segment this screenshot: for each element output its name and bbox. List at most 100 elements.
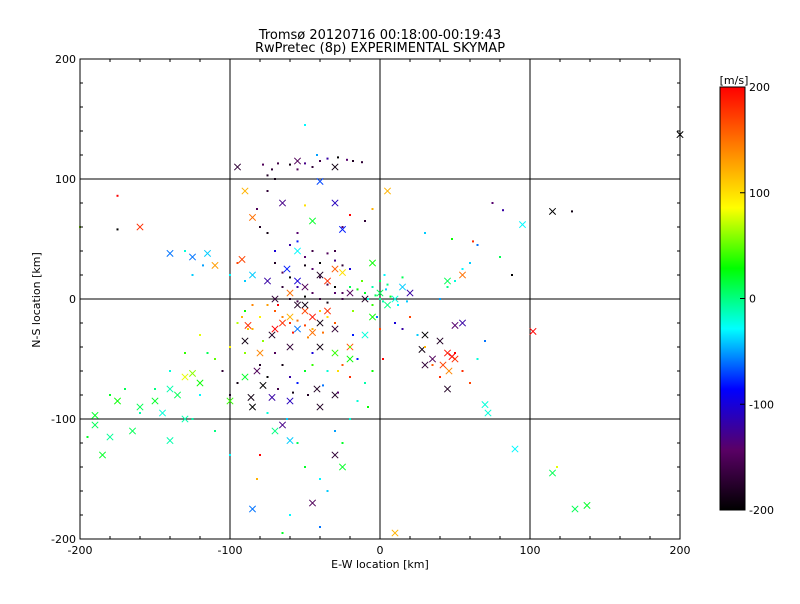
data-point-dot — [316, 154, 318, 156]
data-point-x — [248, 403, 257, 411]
data-point-dot — [374, 294, 377, 297]
data-point-dot — [221, 370, 224, 372]
data-point-dot — [296, 286, 299, 288]
data-point-dot — [266, 376, 269, 378]
data-point-x — [383, 301, 392, 309]
data-point-x — [293, 325, 302, 333]
data-point-dot — [274, 262, 276, 264]
data-point-x — [278, 421, 287, 429]
data-point-x — [548, 207, 557, 215]
data-point-dot — [274, 178, 276, 180]
data-point-dot — [247, 328, 249, 330]
data-point-dot — [289, 298, 291, 300]
data-point-dot — [431, 364, 434, 366]
data-point-dot — [116, 194, 119, 197]
data-point-dot — [326, 490, 329, 492]
data-point-dot — [476, 358, 479, 360]
data-point-dot — [337, 156, 339, 159]
data-point-dot — [341, 292, 344, 294]
data-point-x — [458, 319, 467, 327]
data-point-dot — [326, 157, 329, 160]
data-point-x — [331, 199, 339, 207]
data-point-x — [278, 319, 287, 327]
data-point-dot — [311, 352, 314, 354]
data-point-dot — [307, 394, 309, 396]
data-point-dot — [169, 370, 171, 372]
data-point-x — [226, 397, 234, 405]
data-point-x — [248, 271, 257, 279]
data-point-x — [286, 397, 294, 405]
data-point-dot — [334, 286, 336, 288]
data-point-x — [91, 411, 99, 419]
data-point-dot — [304, 295, 306, 298]
data-point-dot — [319, 160, 321, 162]
data-point-dot — [304, 124, 306, 126]
data-point-dot — [446, 286, 449, 288]
data-point-x — [376, 289, 384, 297]
x-tick-label: -200 — [68, 544, 93, 557]
data-point-dot — [386, 283, 389, 286]
data-point-dot — [296, 232, 299, 234]
data-point-x — [136, 403, 144, 411]
data-point-x — [529, 327, 537, 335]
data-point-dot — [322, 384, 324, 387]
data-point-dot — [424, 232, 426, 234]
data-point-dot — [262, 163, 264, 166]
data-point-dot — [451, 238, 453, 240]
data-point-dot — [259, 226, 261, 228]
data-point-dot — [334, 292, 336, 294]
data-point-x — [583, 501, 591, 509]
data-point-x — [331, 265, 339, 273]
data-point-dot — [154, 388, 156, 390]
data-point-dot — [341, 226, 344, 228]
data-point-dot — [304, 256, 306, 258]
data-point-dot — [439, 298, 441, 300]
data-point-dot — [356, 288, 359, 291]
data-point-x — [98, 451, 107, 459]
data-point-x — [241, 187, 249, 195]
y-tick-label: 200 — [55, 53, 76, 66]
data-point-x — [428, 355, 437, 363]
data-point-dot — [296, 319, 299, 322]
data-point-dot — [296, 168, 299, 171]
data-point-dot — [236, 262, 239, 264]
data-point-x — [445, 367, 453, 375]
data-point-x — [241, 373, 249, 381]
data-point-dot — [229, 454, 231, 456]
data-point-dot — [281, 532, 284, 534]
data-point-dot — [259, 364, 261, 366]
data-point-x — [308, 329, 317, 337]
data-point-x — [293, 277, 302, 285]
data-point-x — [391, 529, 399, 537]
data-point-dot — [296, 382, 299, 384]
chart-subtitle: RwPretec (8p) EXPERIMENTAL SKYMAP — [255, 41, 505, 56]
data-point-dot — [352, 310, 354, 312]
data-point-x — [421, 331, 429, 339]
data-point-x — [308, 217, 317, 225]
data-point-dot — [472, 240, 474, 243]
data-point-x — [518, 221, 527, 229]
data-point-x — [128, 427, 137, 435]
data-point-dot — [304, 264, 306, 267]
data-point-x — [181, 415, 189, 423]
data-point-dot — [277, 304, 279, 306]
data-point-x — [406, 289, 414, 297]
data-point-dot — [274, 250, 276, 252]
data-point-dot — [389, 295, 392, 298]
data-point-dot — [319, 298, 321, 300]
data-point-dot — [266, 232, 269, 234]
data-point-x — [278, 199, 287, 207]
data-point-x — [259, 381, 267, 389]
data-point-dot — [281, 271, 284, 274]
data-point-dot — [311, 292, 314, 294]
data-point-dot — [229, 394, 231, 396]
y-tick-label: -100 — [51, 413, 76, 426]
data-point-dot — [289, 322, 291, 324]
data-point-x — [247, 393, 255, 401]
data-point-dot — [341, 442, 344, 444]
data-point-dot — [361, 161, 363, 164]
data-point-x — [443, 349, 452, 357]
data-point-dot — [469, 262, 471, 264]
data-point-dot — [244, 310, 246, 312]
data-point-dot — [352, 160, 354, 162]
